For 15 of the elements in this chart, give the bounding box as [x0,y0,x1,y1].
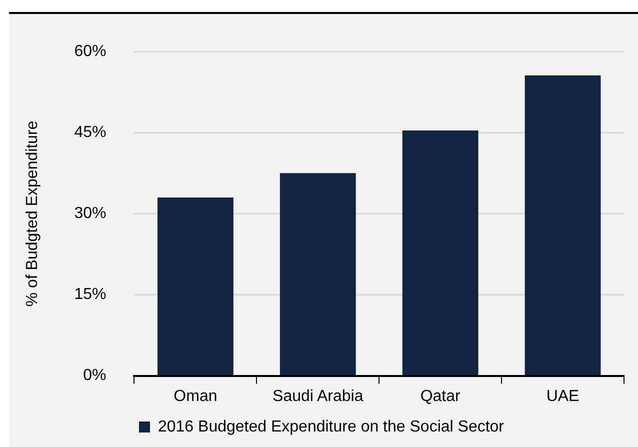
x-tick-label: Qatar [420,388,462,405]
y-tick-label: 45% [74,124,106,142]
y-tick-label: 15% [74,286,106,304]
y-tick-label: 0% [83,367,106,384]
bar [280,173,356,376]
x-tick-label: Saudi Arabia [272,388,364,405]
bar [157,197,234,376]
y-axis-title: % of Budgted Expenditure [24,120,42,307]
bar [524,75,601,376]
legend-label: 2016 Budgeted Expenditure on the Social Sector [158,418,505,436]
bar [402,130,478,376]
x-tick-label: Oman [174,388,218,405]
x-tick-label: UAE [546,388,580,405]
y-tick-label: 30% [74,205,106,222]
y-tick-label: 60% [74,43,106,60]
